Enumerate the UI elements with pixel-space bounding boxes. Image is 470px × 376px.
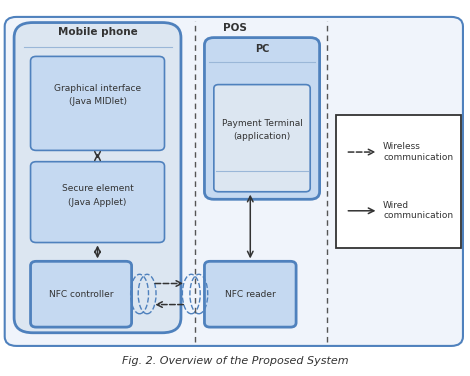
FancyBboxPatch shape	[204, 261, 296, 327]
Bar	[336, 115, 461, 248]
Text: PC: PC	[255, 44, 269, 54]
Text: (Java MIDlet): (Java MIDlet)	[69, 97, 126, 106]
Text: Wireless
communication: Wireless communication	[383, 143, 453, 162]
Text: NFC reader: NFC reader	[225, 290, 275, 299]
FancyBboxPatch shape	[31, 162, 164, 243]
FancyBboxPatch shape	[14, 23, 181, 333]
FancyBboxPatch shape	[5, 17, 463, 346]
FancyBboxPatch shape	[214, 85, 310, 192]
Text: Graphical interface: Graphical interface	[54, 84, 141, 93]
Text: NFC controller: NFC controller	[49, 290, 113, 299]
FancyBboxPatch shape	[31, 56, 164, 150]
Text: Wired
communication: Wired communication	[383, 201, 453, 220]
Text: POS: POS	[223, 23, 247, 33]
Text: Mobile phone: Mobile phone	[58, 27, 137, 37]
FancyBboxPatch shape	[31, 261, 132, 327]
Text: Payment Terminal: Payment Terminal	[221, 119, 303, 127]
FancyBboxPatch shape	[204, 38, 320, 199]
Text: Fig. 2. Overview of the Proposed System: Fig. 2. Overview of the Proposed System	[122, 356, 348, 366]
Text: Secure element: Secure element	[62, 185, 133, 193]
Text: (Java Applet): (Java Applet)	[68, 198, 127, 206]
Text: (application): (application)	[234, 132, 290, 141]
